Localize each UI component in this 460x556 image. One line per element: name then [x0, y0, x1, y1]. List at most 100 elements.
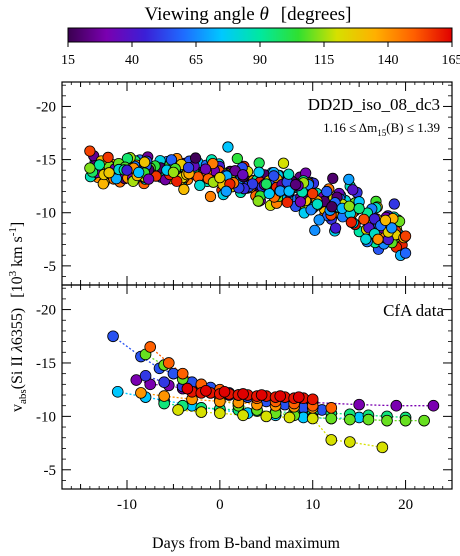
colorbar-tick-label: 165	[442, 53, 460, 68]
model-point	[290, 179, 302, 191]
model-point	[167, 166, 180, 178]
cfa-point	[135, 387, 147, 399]
colorbar-tick-label: 15	[61, 53, 75, 68]
model-point	[281, 196, 293, 208]
model-point	[178, 183, 190, 196]
panel-bottom-ticks: -10 0 10 20 -20 -15 -10 -5	[36, 285, 453, 513]
model-point	[327, 172, 339, 184]
model-point	[204, 190, 217, 203]
model-point	[268, 170, 280, 182]
panel-top-points	[84, 141, 412, 262]
colorbar-ticks: 15 40 65 90 115 140 165	[61, 42, 460, 68]
model-point	[222, 141, 234, 153]
cfa-point	[390, 399, 403, 412]
cfa-point	[344, 436, 356, 448]
y-tick-label: -20	[36, 303, 56, 319]
model-point	[353, 202, 365, 215]
model-point	[133, 166, 145, 179]
model-point	[84, 145, 96, 157]
cfa-point	[162, 357, 175, 369]
model-point	[252, 195, 264, 207]
cfa-point	[176, 367, 189, 380]
cfa-point	[274, 390, 287, 402]
model-point	[399, 247, 412, 259]
y-axis-label: vabs(Si II λ6355)[103 km s-1]	[7, 222, 29, 412]
model-point	[253, 166, 265, 178]
model-point	[347, 184, 359, 196]
cfa-point	[260, 410, 273, 423]
colorbar: Viewing angle θ [degrees] 15 40 65 90 115 140 1…	[61, 4, 460, 68]
model-point	[103, 167, 115, 179]
cfa-point	[325, 412, 338, 425]
model-point	[399, 230, 412, 242]
model-point	[194, 179, 206, 192]
model-point	[199, 163, 212, 175]
model-point	[93, 159, 105, 171]
panel-top-title: DD2D_iso_08_dc3	[308, 95, 440, 114]
cfa-point	[111, 386, 124, 398]
x-tick-label: 20	[398, 497, 413, 513]
cfa-point	[255, 389, 268, 401]
model-point	[329, 222, 342, 234]
colorbar-bar	[67, 27, 453, 43]
model-point	[237, 169, 249, 181]
cfa-point	[362, 413, 375, 426]
x-tick-label: -10	[117, 497, 137, 513]
colorbar-tick-label: 90	[253, 53, 267, 68]
model-point	[263, 187, 275, 200]
cfa-point	[418, 414, 430, 427]
model-point	[260, 178, 272, 190]
cfa-point	[158, 376, 170, 388]
model-point	[343, 173, 355, 186]
model-point	[321, 185, 333, 198]
model-point	[372, 233, 384, 245]
cfa-point	[218, 386, 231, 398]
y-tick-label: -20	[36, 99, 56, 115]
model-point	[345, 216, 357, 228]
colorbar-tick-label: 65	[189, 53, 203, 68]
cfa-point	[306, 412, 319, 425]
x-tick-label: 10	[305, 497, 320, 513]
cfa-point	[144, 341, 157, 353]
colorbar-title: Viewing angle θ [degrees]	[145, 4, 352, 25]
cfa-point	[353, 398, 365, 411]
model-point	[283, 168, 295, 180]
model-point	[84, 162, 96, 174]
model-point	[189, 152, 202, 164]
cfa-point	[376, 441, 389, 454]
colorbar-tick-label: 40	[125, 53, 139, 68]
model-point	[277, 157, 290, 169]
panel-bottom-title: CfA data	[383, 301, 444, 320]
y-tick-label: -5	[44, 259, 57, 275]
model-point	[294, 196, 307, 208]
cfa-point	[237, 388, 249, 400]
model-point	[102, 151, 114, 163]
cfa-point	[344, 413, 356, 426]
model-point	[379, 214, 392, 226]
cfa-point	[158, 390, 170, 402]
x-tick-label: 0	[216, 497, 224, 513]
model-point	[309, 224, 321, 236]
model-point	[138, 156, 151, 168]
model-point	[313, 214, 325, 226]
model-point	[311, 198, 323, 210]
y-tick-label: -15	[36, 356, 56, 372]
cfa-point	[306, 393, 319, 406]
model-point	[143, 173, 155, 185]
panel-bottom-points	[107, 330, 440, 454]
y-tick-label: -15	[36, 153, 56, 169]
cfa-point	[381, 414, 393, 427]
cfa-point	[427, 399, 440, 412]
model-point	[220, 185, 232, 197]
model-point	[253, 157, 265, 169]
model-point	[386, 222, 398, 234]
x-axis-label: Days from B-band maximum	[152, 535, 341, 552]
model-point	[343, 200, 355, 212]
colorbar-tick-label: 140	[378, 53, 399, 68]
cfa-point	[107, 330, 119, 343]
cfa-series-line	[140, 392, 313, 409]
cfa-point	[172, 404, 184, 416]
panel-bottom: -10 0 10 20 -20 -15 -10 -5 CfA data	[36, 284, 453, 513]
y-tick-label: -10	[36, 206, 56, 222]
